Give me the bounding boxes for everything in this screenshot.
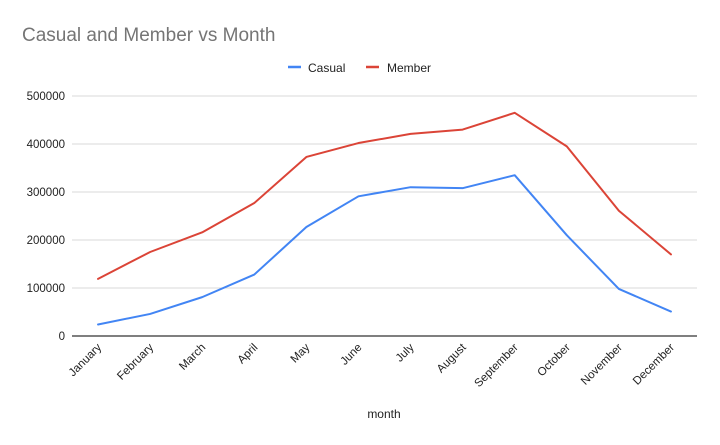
x-tick-label: February	[115, 341, 156, 382]
x-tick-label: January	[67, 341, 105, 379]
legend: Casual Member	[288, 61, 431, 75]
y-tick-label: 300000	[27, 187, 65, 199]
x-tick-label: May	[289, 341, 313, 365]
series-line-member[interactable]	[97, 111, 672, 280]
x-tick-label: November	[579, 342, 625, 388]
x-tick-label: September	[473, 342, 521, 390]
legend-label-member: Member	[387, 61, 431, 75]
x-tick-label: October	[535, 342, 573, 380]
x-tick-label: August	[435, 341, 469, 375]
y-tick-label: 0	[59, 331, 65, 343]
legend-item-member[interactable]: Member	[366, 61, 431, 75]
legend-label-casual: Casual	[308, 61, 345, 75]
y-tick-label: 400000	[27, 139, 65, 151]
chart-title: Casual and Member vs Month	[22, 25, 275, 46]
x-tick-label: June	[338, 342, 364, 368]
gridlines	[72, 95, 697, 337]
x-tick-label: March	[177, 342, 208, 373]
y-axis-ticks: 0 100000 200000 300000 400000 500000	[27, 91, 65, 343]
x-tick-label: December	[631, 342, 677, 388]
y-tick-label: 100000	[27, 283, 65, 295]
x-tick-label: July	[394, 341, 417, 364]
series-lines	[97, 111, 672, 326]
y-tick-label: 500000	[27, 91, 65, 103]
x-axis-ticks: January February March April May June July Augu…	[67, 341, 677, 390]
x-axis-title: month	[367, 407, 400, 421]
x-tick-label: April	[236, 342, 261, 367]
y-tick-label: 200000	[27, 235, 65, 247]
legend-item-casual[interactable]: Casual	[288, 61, 345, 75]
series-line-casual[interactable]	[97, 174, 672, 326]
